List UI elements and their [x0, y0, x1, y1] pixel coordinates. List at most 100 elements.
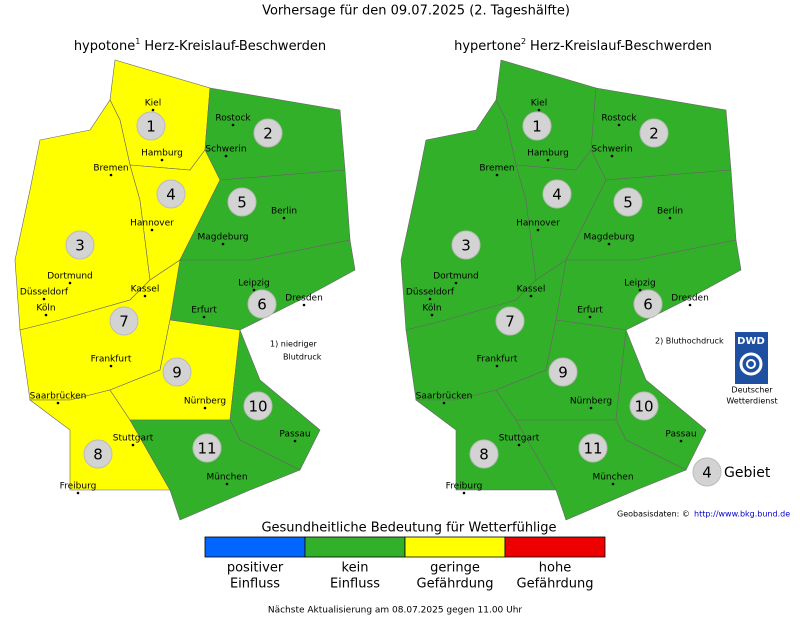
city-dot — [611, 482, 615, 486]
city-dot — [224, 154, 228, 158]
city-dot — [495, 364, 499, 368]
city-label: Saarbrücken — [416, 392, 473, 402]
city-label: Freiburg — [446, 482, 483, 492]
city-dot — [143, 294, 147, 298]
city-label: Hannover — [130, 219, 174, 229]
region-number: 4 — [552, 186, 562, 204]
city-label: Freiburg — [60, 482, 97, 492]
source-label: Geobasisdaten: © — [617, 510, 690, 519]
city-dot — [462, 491, 466, 495]
city-dot — [688, 303, 692, 307]
city-dot — [293, 439, 297, 443]
region-number: 4 — [166, 186, 176, 204]
region-number: 2 — [263, 125, 273, 143]
city-dot — [202, 315, 206, 319]
city-label: Dortmund — [47, 272, 93, 282]
region-marker — [192, 433, 222, 463]
city-label: Stuttgart — [113, 434, 154, 444]
region-marker — [243, 391, 273, 421]
footer: Nächste Aktualisierung am 08.07.2025 geg… — [268, 606, 523, 616]
page-title: Vorhersage für den 09.07.2025 (2. Tagesh… — [262, 4, 570, 19]
region-number: 9 — [172, 364, 182, 382]
region-number: 6 — [257, 296, 267, 314]
city-dot — [225, 482, 229, 486]
region-marker — [162, 357, 192, 387]
city-label: Dresden — [285, 294, 323, 304]
city-dot — [679, 439, 683, 443]
city-dot — [151, 108, 155, 112]
region-marker — [109, 306, 139, 336]
logo-swirl-inner — [746, 359, 756, 369]
heading-term: hypotone — [74, 39, 135, 54]
region-marker — [451, 230, 481, 260]
region-number: 5 — [623, 194, 633, 212]
region-number: 1 — [532, 118, 542, 136]
source-link[interactable]: http://www.bkg.bund.de — [694, 510, 790, 519]
region-marker — [247, 289, 277, 319]
city-dot — [160, 158, 164, 162]
city-dot — [589, 406, 593, 410]
region-number: 3 — [461, 237, 471, 255]
city-label: Saarbrücken — [30, 392, 87, 402]
city-label: Nürnberg — [570, 397, 612, 407]
city-label: Magdeburg — [584, 233, 635, 243]
city-dot — [282, 216, 286, 220]
region-marker — [639, 118, 669, 148]
city-label: Kiel — [145, 99, 161, 109]
city-label: Schwerin — [205, 145, 246, 155]
city-label: Berlin — [271, 207, 297, 217]
city-label: München — [592, 473, 633, 483]
city-label: Leipzig — [238, 279, 270, 289]
region-marker — [83, 439, 113, 469]
region-marker — [156, 179, 186, 209]
region-number: 5 — [237, 194, 247, 212]
city-dot — [537, 108, 541, 112]
legend-label: geringe — [430, 561, 480, 576]
city-dot — [495, 173, 499, 177]
city-label: Passau — [279, 430, 310, 440]
region — [129, 419, 301, 521]
legend-label: Gefährdung — [417, 577, 494, 592]
city-label: Schwerin — [591, 145, 632, 155]
region-marker — [495, 306, 525, 336]
region-number: 3 — [75, 237, 85, 255]
city-label: Erfurt — [577, 306, 603, 316]
city-dot — [546, 158, 550, 162]
legend-swatch — [404, 536, 506, 558]
city-label: Rostock — [215, 114, 251, 124]
city-label: Köln — [422, 304, 441, 314]
city-label: Düsseldorf — [406, 288, 455, 298]
city-label: Kiel — [531, 99, 547, 109]
heading-term: hypertone — [454, 39, 521, 54]
city-label: Dresden — [671, 294, 709, 304]
city-label: Rostock — [601, 114, 637, 124]
legend-swatch — [204, 536, 306, 558]
city-dot — [76, 491, 80, 495]
region-marker — [136, 111, 166, 141]
region-number: 11 — [197, 440, 216, 458]
legend-label: Einfluss — [230, 577, 280, 592]
city-label: Bremen — [93, 164, 128, 174]
city-label: Bremen — [479, 164, 514, 174]
region-number: 10 — [634, 398, 653, 416]
legend-label: Gefährdung — [517, 577, 594, 592]
city-dot — [42, 297, 46, 301]
city-dot — [588, 315, 592, 319]
heading-subject: Herz-Kreislauf-Beschwerden — [144, 39, 326, 54]
city-dot — [203, 406, 207, 410]
city-label: Düsseldorf — [20, 288, 69, 298]
legend-title: Gesundheitliche Bedeutung für Wetterfühl… — [261, 521, 556, 536]
region-marker — [469, 439, 499, 469]
legend-label: hohe — [539, 561, 571, 576]
city-dot — [221, 242, 225, 246]
region-marker — [548, 357, 578, 387]
map-note: 1) niedriger — [270, 340, 318, 349]
legend-label: kein — [342, 561, 369, 576]
map: Kiel Rostock Hamburg Schwerin Bremen Hannover… — [14, 59, 356, 521]
city-label: Frankfurt — [477, 355, 518, 365]
city-label: Passau — [665, 430, 696, 440]
legend-swatch — [504, 536, 606, 558]
region-number: 7 — [505, 313, 515, 331]
region-number: 7 — [119, 313, 129, 331]
heading-subject: Herz-Kreislauf-Beschwerden — [530, 39, 712, 54]
